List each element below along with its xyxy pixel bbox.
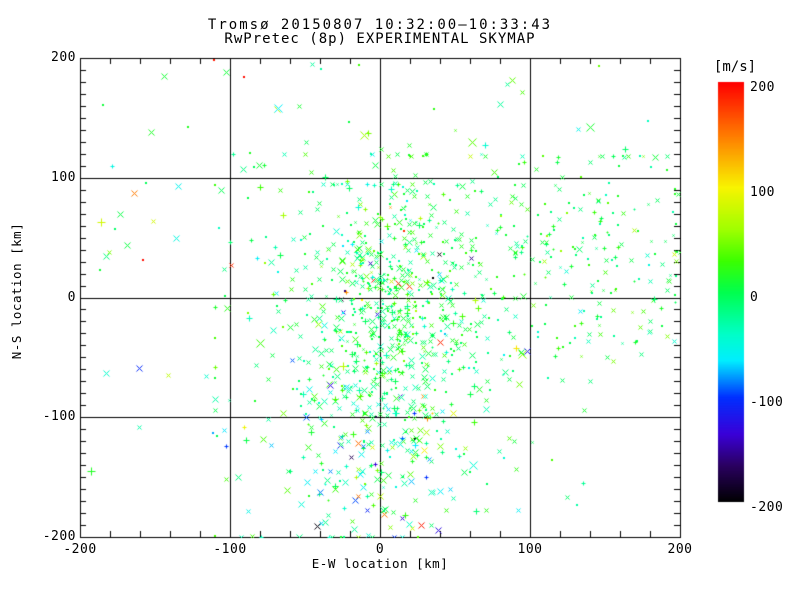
x-axis-label: E-W location [km] (311, 556, 449, 571)
y-axis-tick-label: -100 (42, 409, 76, 425)
y-axis-label: N-S location [km] (9, 222, 24, 360)
x-axis-tick-label: 100 (517, 542, 543, 557)
y-axis-tick-label: 0 (67, 289, 76, 305)
x-axis-tick-label: -100 (213, 542, 247, 557)
colorbar-tick-label: 200 (750, 80, 775, 95)
colorbar-tick-label: 0 (750, 290, 759, 305)
colorbar-tick-label: 100 (750, 185, 775, 200)
y-axis-tick-label: 200 (51, 50, 76, 65)
y-axis-tick-label: 100 (51, 169, 76, 185)
colorbar-unit-label: [m/s] (713, 59, 757, 75)
chart-title: Tromsø 20150807 10:32:00–10:33:43 (207, 17, 553, 33)
colorbar-tick-label: -100 (750, 395, 784, 410)
x-axis-tick-label: 200 (667, 542, 693, 557)
y-axis-tick-label: -200 (42, 529, 76, 544)
x-axis-tick-label: -200 (63, 542, 97, 557)
colorbar-tick-label: -200 (750, 500, 784, 515)
chart-subtitle: RwPretec (8p) EXPERIMENTAL SKYMAP (224, 31, 536, 47)
x-axis-tick-label: 0 (375, 542, 385, 557)
